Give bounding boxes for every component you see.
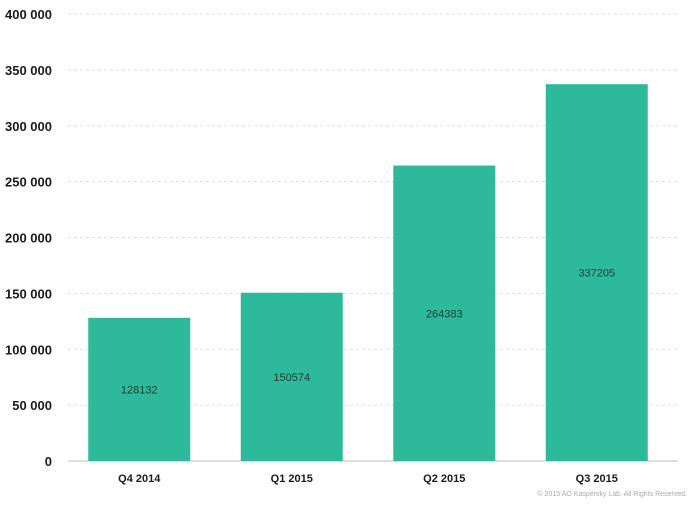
bar — [240, 292, 343, 461]
x-category-label: Q4 2014 — [118, 473, 161, 485]
bars: 128132 150574 264383 337205 — [88, 84, 648, 462]
y-tick-label: 200 000 — [5, 231, 52, 246]
x-category-label: Q3 2015 — [576, 473, 618, 485]
y-tick-label: 100 000 — [5, 342, 52, 357]
y-tick-label: 350 000 — [5, 63, 52, 78]
y-tick-label: 0 — [45, 454, 52, 469]
bar — [393, 165, 496, 461]
bar-value-label: 128132 — [121, 384, 158, 396]
x-category-label: Q1 2015 — [271, 473, 313, 485]
x-axis-category-labels: Q4 2014 Q1 2015 Q2 2015 Q3 2015 — [118, 473, 618, 485]
bar — [88, 317, 191, 461]
bar — [545, 84, 648, 462]
bar-value-label: 150574 — [273, 372, 310, 384]
y-tick-label: 400 000 — [5, 7, 52, 22]
bar-value-label: 337205 — [578, 268, 615, 280]
y-tick-label: 150 000 — [5, 286, 52, 301]
y-tick-label: 300 000 — [5, 119, 52, 134]
y-axis-tick-labels: 0 50 000 100 000 150 000 200 000 250 000 300 0… — [5, 7, 52, 469]
copyright-notice: © 2015 AO Kaspersky Lab. All Rights Rese… — [537, 491, 687, 498]
bar-value-label: 264383 — [426, 308, 463, 320]
y-tick-label: 250 000 — [5, 175, 52, 190]
x-category-label: Q2 2015 — [423, 473, 465, 485]
y-tick-label: 50 000 — [12, 398, 52, 413]
